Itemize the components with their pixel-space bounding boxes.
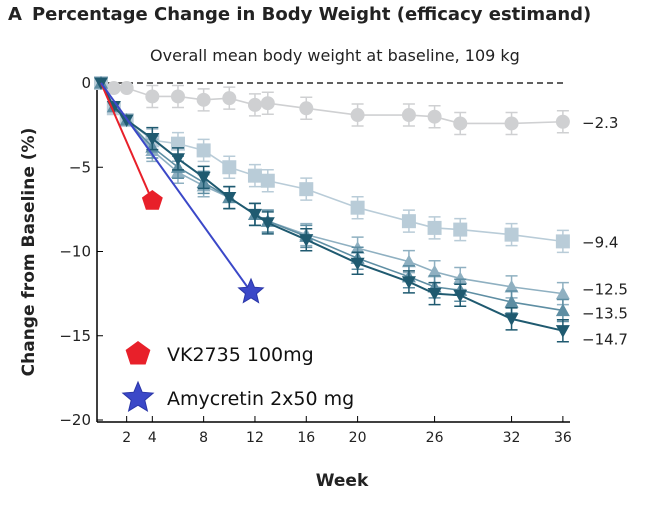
data-point (350, 200, 365, 215)
overlay-point (237, 277, 265, 304)
x-tick-label: 2 (122, 430, 131, 446)
data-point (196, 92, 211, 107)
data-point (453, 271, 468, 285)
data-point (555, 114, 570, 129)
series-end-label: −12.5 (582, 281, 628, 299)
overlay-point (141, 190, 163, 210)
data-point (401, 254, 416, 268)
series-line (100, 82, 564, 332)
data-point (504, 116, 519, 131)
data-point (555, 234, 570, 249)
data-point (222, 91, 237, 106)
title-text: Percentage Change in Body Weight (effica… (31, 4, 592, 25)
series-end-label: −2.3 (582, 114, 618, 132)
series-end-label: −14.7 (582, 331, 628, 349)
legend-marker (125, 341, 151, 365)
data-point (555, 286, 570, 300)
overlay-line (100, 82, 252, 293)
y-tick-label: 0 (81, 74, 91, 92)
data-point (196, 171, 211, 185)
data-point (145, 89, 160, 104)
series-end-label: −13.5 (582, 304, 628, 322)
data-point (453, 289, 468, 303)
x-tick-label: 8 (199, 430, 208, 446)
x-tick-label: 16 (297, 430, 315, 446)
chart-subtitle: Overall mean body weight at baseline, 10… (150, 46, 520, 65)
data-point (427, 264, 442, 278)
x-tick-label: 20 (349, 430, 367, 446)
data-point (247, 97, 262, 112)
data-point (170, 89, 185, 104)
y-tick-label: −20 (59, 411, 91, 429)
y-tick-label: −5 (69, 158, 91, 176)
data-point (260, 96, 275, 111)
y-tick-label: −10 (59, 243, 91, 261)
chart-title: A Percentage Change in Body Weight (effic… (8, 4, 591, 25)
legend-label: VK2735 100mg (167, 344, 314, 366)
data-point (453, 222, 468, 237)
data-point (555, 303, 570, 317)
data-point (401, 108, 416, 123)
data-point (196, 143, 211, 158)
series-line (100, 82, 564, 312)
data-point (170, 153, 185, 166)
data-point (427, 109, 442, 124)
panel-letter: A (8, 4, 22, 25)
data-point (401, 214, 416, 229)
x-tick-label: 26 (426, 430, 444, 446)
data-point (222, 160, 237, 175)
x-tick-label: 36 (554, 430, 572, 446)
data-point (504, 279, 519, 293)
data-point (299, 182, 314, 197)
data-point (299, 234, 314, 247)
x-tick-label: 32 (503, 430, 521, 446)
data-point (247, 168, 262, 183)
legend-marker (121, 380, 155, 412)
x-axis-label: Week (316, 471, 369, 491)
x-tick-label: 4 (148, 430, 157, 446)
data-point (504, 227, 519, 242)
data-point (299, 101, 314, 116)
data-point (106, 81, 121, 96)
data-point (453, 116, 468, 131)
data-point (555, 325, 570, 338)
data-point (427, 220, 442, 235)
series-end-label: −9.4 (582, 233, 618, 251)
series-line (100, 82, 563, 295)
data-point (247, 208, 262, 222)
data-point (222, 191, 237, 205)
data-point (504, 295, 519, 308)
data-point (119, 114, 134, 128)
data-point (350, 108, 365, 123)
data-point (145, 133, 160, 146)
data-point (119, 81, 134, 96)
legend-label: Amycretin 2x50 mg (167, 388, 354, 410)
data-point (350, 257, 365, 271)
x-tick-label: 12 (246, 430, 264, 446)
overlay-line (100, 82, 154, 202)
y-tick-label: −15 (59, 327, 91, 345)
data-point (401, 276, 416, 289)
data-point (260, 217, 275, 230)
y-axis-label: Change from Baseline (%) (19, 128, 39, 377)
data-point (504, 313, 519, 326)
data-point (260, 173, 275, 188)
data-point (427, 288, 442, 301)
series-line (100, 82, 563, 125)
